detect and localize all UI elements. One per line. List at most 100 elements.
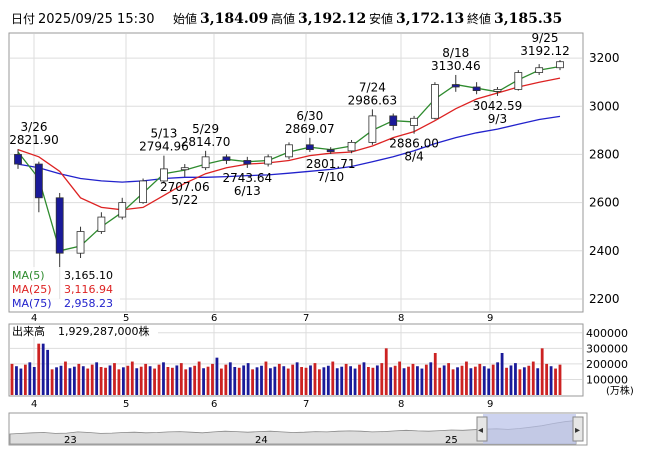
volume-bar bbox=[527, 365, 531, 395]
volume-bar bbox=[353, 368, 357, 395]
volume-bar bbox=[108, 365, 112, 395]
annotation-value: 2986.63 bbox=[348, 93, 398, 107]
volume-bar bbox=[121, 367, 125, 395]
candle-body bbox=[493, 89, 502, 92]
volume-bar bbox=[540, 348, 544, 395]
annotation-date: 5/13 bbox=[150, 127, 177, 141]
navigator-selection[interactable] bbox=[483, 414, 576, 444]
volume-bar bbox=[72, 366, 76, 395]
volume-bar bbox=[456, 367, 459, 395]
volume-bar bbox=[473, 366, 477, 395]
volume-bar bbox=[59, 365, 63, 395]
candle-body bbox=[264, 156, 273, 165]
volume-bar bbox=[522, 367, 526, 395]
volume-bar bbox=[487, 368, 491, 395]
volume-bar bbox=[126, 365, 130, 395]
candle-body bbox=[472, 86, 481, 92]
candle-body bbox=[368, 115, 377, 143]
candle-body bbox=[222, 156, 231, 161]
annotation-value: 2801.71 bbox=[306, 157, 356, 171]
volume-bar bbox=[246, 363, 250, 395]
candle-body bbox=[34, 163, 43, 199]
date-label: 日付 bbox=[11, 12, 35, 26]
candle-body bbox=[410, 117, 418, 126]
volume-bar bbox=[64, 361, 67, 395]
candle-body bbox=[160, 168, 168, 182]
volume-bar bbox=[424, 364, 428, 395]
price-tick-label: 3000 bbox=[589, 99, 620, 113]
annotation-value: 3042.59 bbox=[473, 99, 523, 113]
volume-bar bbox=[309, 365, 312, 395]
volume-bar bbox=[282, 366, 286, 395]
volume-bar bbox=[518, 369, 522, 395]
volume-bar bbox=[193, 365, 197, 395]
volume-bar bbox=[291, 364, 295, 395]
volume-tick-label: 100000 bbox=[586, 373, 628, 386]
volume-bar bbox=[496, 362, 500, 395]
volume-bar bbox=[81, 366, 85, 395]
volume-bar bbox=[37, 343, 41, 395]
volume-bar bbox=[482, 366, 486, 395]
volume-bar bbox=[340, 366, 344, 395]
volume-bar bbox=[367, 367, 370, 395]
volume-bar bbox=[117, 369, 121, 395]
annotation-date: 8/4 bbox=[404, 150, 423, 164]
volume-bar bbox=[77, 363, 81, 395]
volume-bar bbox=[28, 362, 32, 395]
volume-bar bbox=[514, 363, 517, 395]
legend-ma75-label: MA(75) bbox=[12, 297, 52, 310]
legend-bg bbox=[10, 267, 120, 311]
price-month-label: 6 bbox=[211, 313, 217, 324]
candle-body bbox=[180, 167, 189, 171]
ma75-line bbox=[17, 115, 561, 183]
volume-bar bbox=[19, 368, 23, 395]
candle-body bbox=[431, 84, 439, 119]
navigator-year-labels: 23 24 25 bbox=[64, 435, 458, 446]
volume-bar bbox=[242, 365, 246, 395]
price-tick-label: 2200 bbox=[589, 292, 620, 306]
volume-bar bbox=[157, 364, 161, 395]
volume-bar bbox=[46, 349, 50, 395]
volume-bar bbox=[407, 366, 410, 395]
volume-bar bbox=[224, 364, 228, 395]
volume-bar bbox=[255, 367, 259, 395]
volume-bar bbox=[429, 362, 433, 395]
price-y-axis: 2200 2400 2600 2800 3000 3200 bbox=[589, 51, 620, 306]
volume-month-labels: 4 5 6 7 8 9 bbox=[31, 399, 493, 410]
legend-ma25-label: MA(25) bbox=[12, 283, 52, 296]
volume-bar bbox=[295, 362, 299, 395]
annotation-date: 6/30 bbox=[296, 109, 323, 123]
volume-bar bbox=[55, 367, 58, 395]
annotation-value: 2794.96 bbox=[139, 140, 189, 154]
left-handle-box[interactable] bbox=[476, 416, 488, 442]
navigator-right-handle[interactable]: ▸ bbox=[572, 416, 584, 442]
annotation-date: 9/3 bbox=[488, 112, 507, 126]
volume-bar bbox=[402, 368, 406, 395]
volume-bar bbox=[335, 368, 339, 395]
candle-body bbox=[55, 197, 64, 254]
annotation-date: 5/22 bbox=[171, 193, 198, 207]
candle-body bbox=[347, 141, 356, 152]
navigator-left-handle[interactable]: ◂ bbox=[476, 416, 488, 442]
volume-bar bbox=[188, 367, 192, 395]
volume-bar bbox=[113, 363, 116, 395]
volume-bar bbox=[228, 362, 232, 395]
annotation-date: 9/25 bbox=[532, 31, 559, 45]
volume-bar bbox=[505, 367, 508, 395]
volume-bar bbox=[153, 368, 156, 395]
legend-ma25-value: 3,116.94 bbox=[64, 283, 113, 296]
candle-body bbox=[326, 149, 335, 153]
volume-bar bbox=[300, 367, 303, 395]
volume-bar bbox=[211, 363, 214, 395]
open-value: 3,184.09 bbox=[200, 11, 268, 27]
volume-bar bbox=[460, 365, 464, 395]
annotation-date: 7/24 bbox=[359, 80, 386, 94]
right-handle-box[interactable] bbox=[572, 416, 584, 442]
volume-bar bbox=[175, 365, 179, 395]
candle-body bbox=[76, 231, 85, 254]
volume-bar bbox=[416, 366, 419, 395]
volume-bar bbox=[162, 362, 165, 395]
volume-bar bbox=[318, 369, 321, 395]
low-value: 3,172.13 bbox=[396, 11, 464, 27]
